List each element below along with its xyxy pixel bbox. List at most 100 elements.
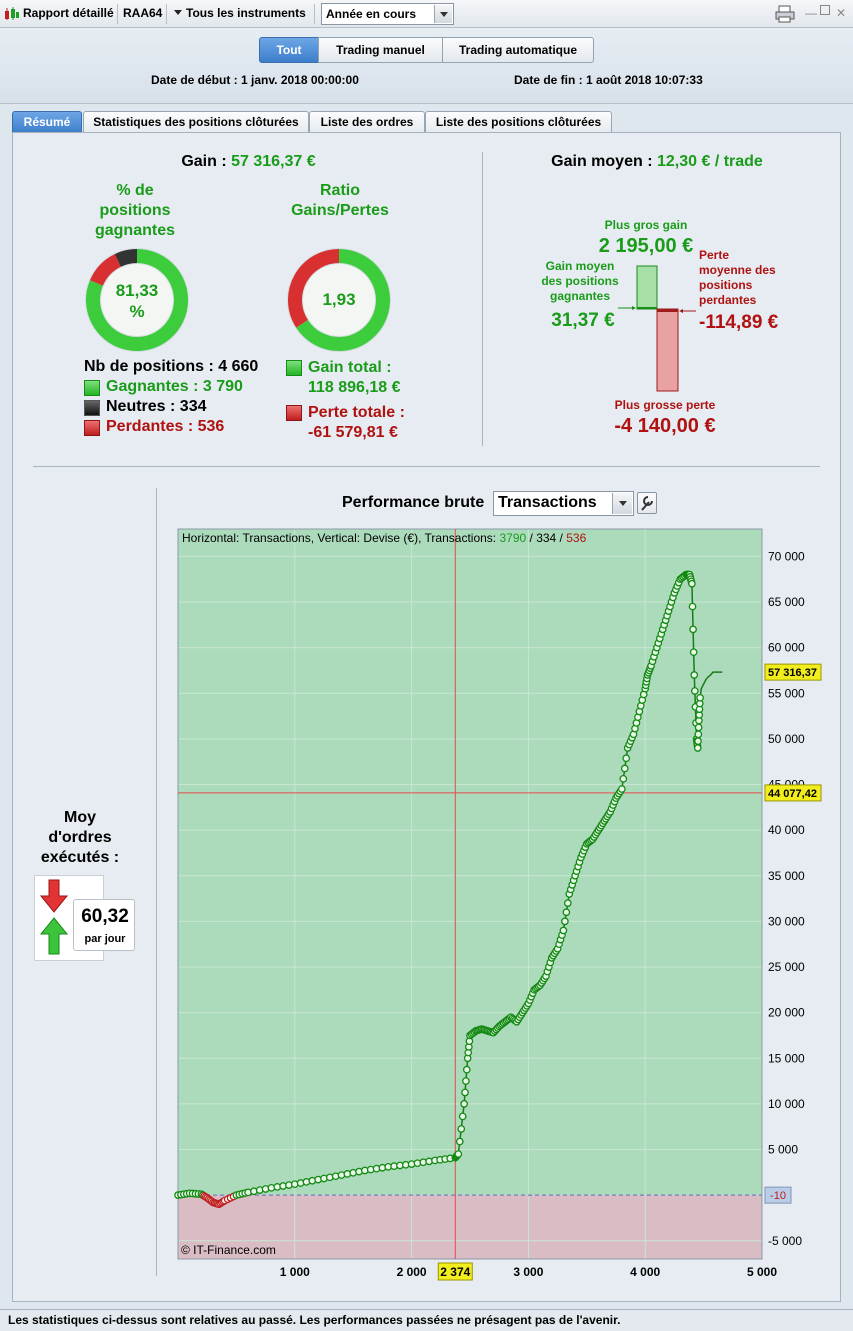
y-tick-label: 35 000 — [768, 869, 805, 883]
trade-marker — [460, 1100, 469, 1108]
y-tick-label: 65 000 — [768, 595, 805, 609]
instruments-dropdown[interactable]: Tous les instruments — [174, 6, 306, 20]
losers-swatch — [84, 420, 100, 436]
title-bar: Rapport détaillé RAA64 Tous les instrume… — [0, 0, 853, 28]
disclaimer: Les statistiques ci-dessus sont relative… — [0, 1309, 853, 1331]
end-date-label: Date de fin : — [514, 73, 583, 87]
instruments-label: Tous les instruments — [186, 6, 306, 20]
avg-gain-label: Gain moyen : — [551, 153, 653, 170]
avg-gain-bar — [637, 307, 657, 309]
loss-total-swatch — [286, 405, 302, 421]
trade-marker — [563, 899, 572, 907]
candlestick-icon — [5, 7, 19, 20]
avg-loss-arrowhead — [679, 309, 683, 313]
summary-divider — [482, 152, 483, 446]
trade-marker — [455, 1137, 464, 1146]
avg-loss-label-line2: moyenne des — [699, 263, 776, 277]
avg-win-value: 31,37 € — [551, 310, 615, 331]
winners-count: Gagnantes : 3 790 — [106, 378, 243, 395]
avg-gain-value: 12,30 € / trade — [656, 153, 763, 170]
current-value-badge — [764, 663, 822, 681]
gain-value: 57 316,37 € — [231, 153, 316, 170]
chart-mode-select[interactable]: Transactions — [493, 491, 634, 516]
chart-copyright: © IT-Finance.com — [181, 1243, 276, 1257]
start-date: Date de début : 1 janv. 2018 00:00:00 — [151, 73, 359, 87]
trade-marker — [694, 723, 703, 732]
trade-marker — [561, 917, 569, 926]
segment-manual[interactable]: Trading manuel — [318, 37, 443, 63]
max-loss-value: -4 140,00 € — [614, 415, 716, 437]
y-tick-label: 25 000 — [768, 960, 805, 974]
max-loss-bar — [656, 308, 679, 392]
tab-summary[interactable]: Résumé — [12, 111, 82, 133]
gain-loss-bars — [618, 265, 696, 392]
period-select[interactable]: Année en cours — [321, 3, 454, 25]
segment-automatic[interactable]: Trading automatique — [442, 37, 594, 63]
max-gain-bar — [636, 265, 658, 310]
minimize-icon[interactable]: — — [805, 6, 817, 20]
performance-chart[interactable]: -5 000 5 000 10 000 15 000 20 000 25 000 30 00… — [160, 527, 840, 1287]
winning-pct-title-line2: positions — [99, 202, 171, 219]
x-tick-label: 5 000 — [747, 1265, 777, 1279]
account-label[interactable]: RAA64 — [123, 6, 163, 20]
orders-unit: par jour — [84, 933, 126, 945]
losers-count: Perdantes : 536 — [106, 418, 225, 435]
wrench-glyph — [641, 496, 653, 511]
chart-info-sep: / — [526, 531, 536, 545]
tab-orders[interactable]: Liste des ordres — [309, 111, 425, 132]
y-tick-label: 30 000 — [768, 914, 805, 928]
positions-count: Nb de positions : 4 660 — [84, 358, 259, 375]
start-date-value: 1 janv. 2018 00:00:00 — [241, 73, 359, 87]
y-tick-label: 50 000 — [768, 732, 805, 746]
neutral-count: Neutres : 334 — [106, 398, 207, 415]
tab-closed-positions[interactable]: Liste des positions clôturées — [425, 111, 612, 132]
trade-marker — [458, 1112, 467, 1121]
wrench-icon[interactable] — [637, 492, 657, 514]
segment-all[interactable]: Tout — [259, 37, 319, 63]
y-tick-label: 10 000 — [768, 1097, 805, 1111]
caret-down-icon — [174, 10, 182, 15]
chevron-down-icon[interactable] — [612, 493, 632, 514]
avg-loss-label: Perte moyenne des positions perdantes — [699, 248, 789, 308]
close-icon[interactable]: ✕ — [836, 6, 847, 20]
avg-loss-value: -114,89 € — [699, 312, 779, 333]
trade-marker — [693, 744, 702, 752]
winning-pct-unit: % — [129, 302, 145, 321]
ratio-title: Ratio Gains/Pertes — [270, 181, 410, 221]
win-donut-hole — [101, 264, 173, 336]
chart-divider — [156, 488, 157, 1276]
start-date-label: Date de début : — [151, 73, 238, 87]
zero-badge — [764, 1186, 792, 1204]
maximize-icon[interactable] — [820, 5, 830, 15]
gain-label: Gain : — [181, 153, 227, 170]
ratio-donut-segment-gains — [296, 249, 390, 351]
chart-info-win: 3790 — [499, 531, 526, 545]
chart-info-loss: 536 — [566, 531, 586, 545]
print-icon[interactable] — [775, 5, 795, 23]
ratio-title-line2: Gains/Pertes — [291, 202, 389, 219]
trade-marker — [689, 648, 698, 657]
trade-marker — [462, 1077, 470, 1085]
trade-marker — [619, 774, 628, 783]
x-tick-label: 4 000 — [630, 1265, 660, 1279]
y-tick-label: 70 000 — [768, 549, 805, 563]
tab-closed-stats[interactable]: Statistiques des positions clôturées — [83, 111, 309, 132]
trade-marker — [690, 687, 699, 695]
ratio-donut — [287, 248, 391, 352]
avg-win-label-line1: Gain moyen — [545, 259, 615, 273]
winning-pct-title: % de positions gagnantes — [70, 181, 200, 241]
y-tick-label: -5 000 — [768, 1234, 802, 1248]
gain-total-label: Gain total : — [308, 359, 392, 376]
orders-title-line2: d'ordres — [48, 829, 112, 846]
chevron-down-icon[interactable] — [434, 5, 452, 23]
section-divider — [33, 466, 820, 467]
trade-marker — [617, 785, 626, 793]
chart-frame — [177, 528, 763, 1260]
x-tick-label: 2 000 — [397, 1265, 427, 1279]
trade-marker — [457, 1125, 466, 1133]
buy-sell-arrows-icon — [39, 879, 69, 955]
avg-win-label-line2: des positions — [541, 274, 619, 288]
winning-pct-text: 81,33 % — [85, 280, 189, 322]
avg-win-label-line3: gagnantes — [549, 289, 610, 303]
trade-marker — [694, 737, 702, 746]
